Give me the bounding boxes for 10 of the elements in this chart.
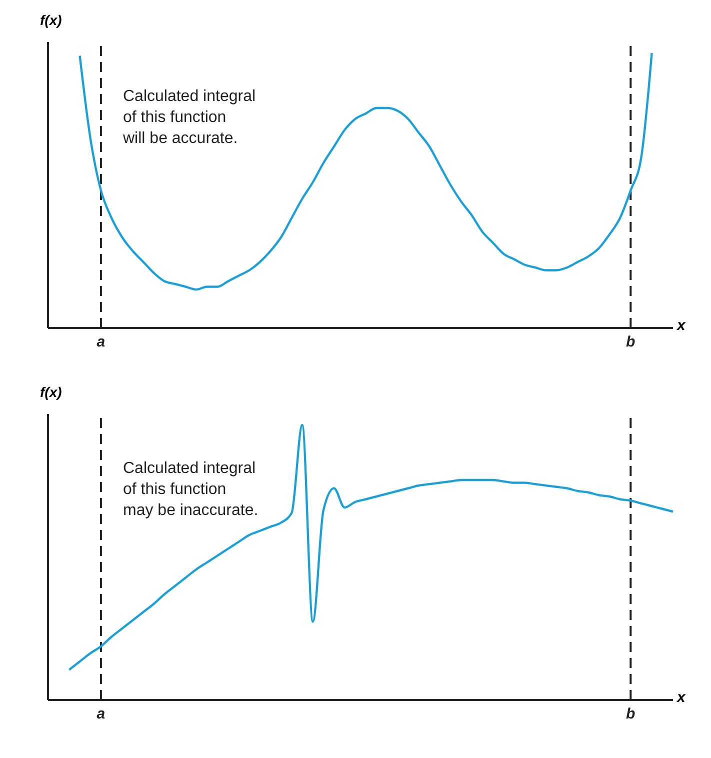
annotation: Calculated integral of this function will be accurate. [123,87,256,149]
x-axis-title: x [677,317,686,334]
y-axis-title: f(x) [40,384,62,400]
x-tick-label: a [96,334,106,351]
x-tick-label: b [626,334,636,351]
annotation: Calculated integral of this function may be inaccurate. [123,459,258,521]
x-tick-label: a [96,706,106,723]
x-axis-title: x [677,689,686,706]
x-tick-label: b [626,706,636,723]
y-axis-title: f(x) [40,12,62,28]
